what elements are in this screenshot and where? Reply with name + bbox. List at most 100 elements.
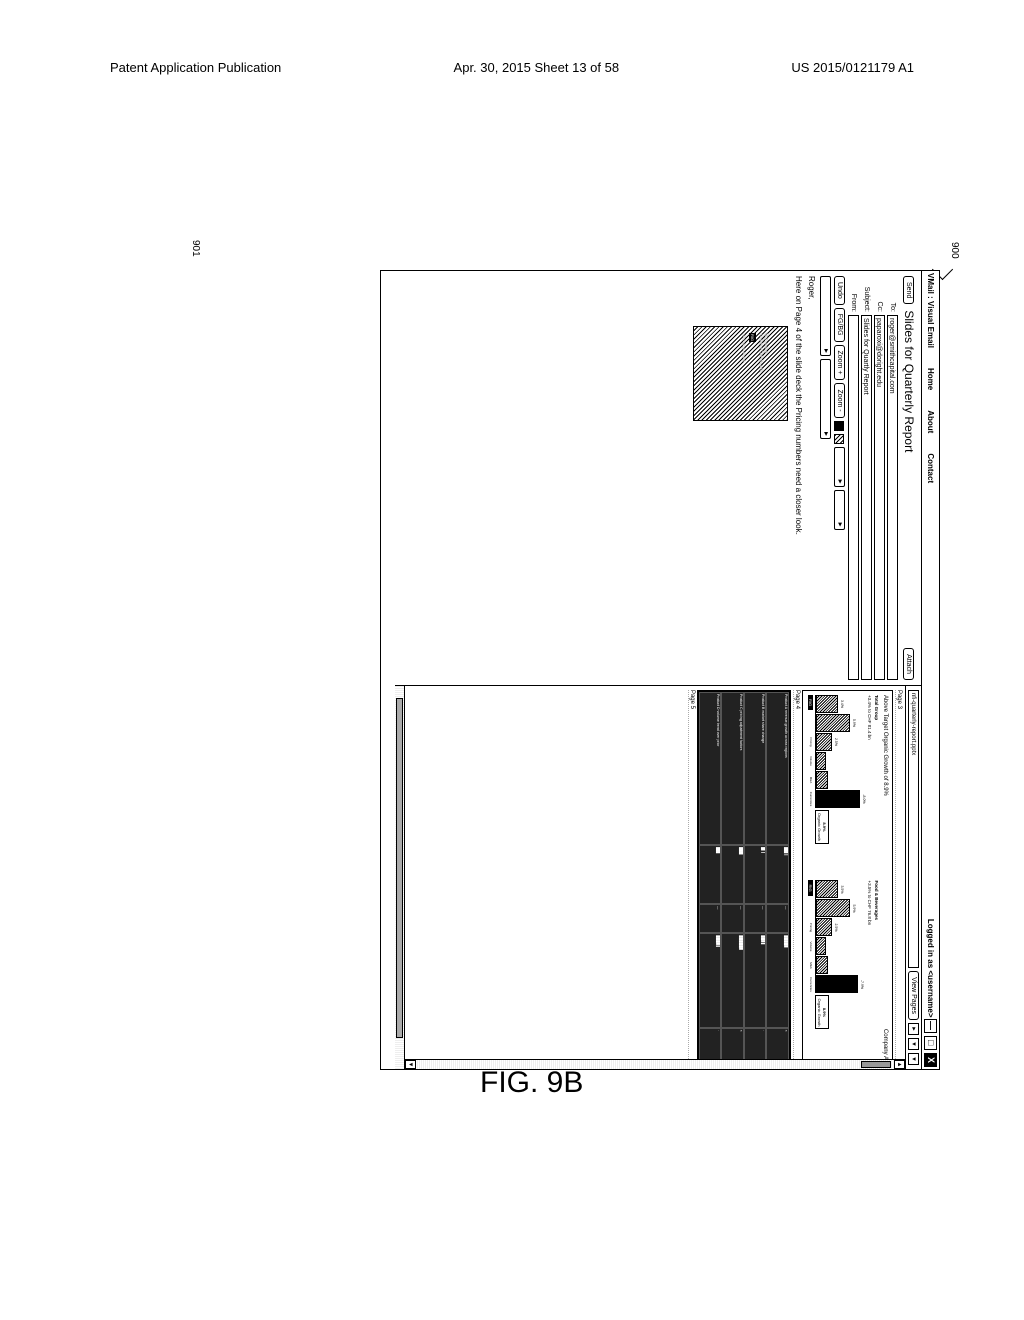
- table-cell: —: [767, 904, 790, 933]
- zoom-out-button[interactable]: Zoom -: [834, 383, 845, 417]
- table-cell: █████▊: [722, 933, 745, 1027]
- callout-901: 901: [190, 240, 201, 257]
- page-5-label: Page 5: [688, 690, 695, 1065]
- embedded-chart-snippet[interactable]: Total Group +3.4% to CHF 81.4 bn RIG 8.9…: [693, 326, 788, 421]
- waterfall-bar: 5.9%: [816, 714, 850, 732]
- table-cell: ██▊▌: [744, 933, 767, 1027]
- dropdown-2[interactable]: [834, 490, 845, 530]
- s3r-og-lbl: Organic Growth: [817, 998, 822, 1026]
- zoom-in-button[interactable]: Zoom +: [834, 345, 845, 381]
- table-cell: ██▌▎: [767, 845, 790, 904]
- waterfall-bar: -7.9%Currencies: [816, 975, 858, 993]
- close-icon[interactable]: X: [924, 1053, 937, 1067]
- bg-color-swatch[interactable]: [835, 434, 845, 444]
- table-cell: Product D volume trend over prior: [699, 692, 722, 845]
- figure-label: FIG. 9B: [480, 1066, 583, 1100]
- waterfall-bar: 5.9%: [816, 899, 850, 917]
- to-field[interactable]: roger@smithcapital.com: [887, 315, 898, 680]
- menu-home[interactable]: Home: [926, 368, 935, 390]
- slide4-table: Product A revenue growth across regions█…: [698, 691, 790, 1064]
- fg-color-swatch[interactable]: [835, 421, 845, 431]
- scroll-up-icon[interactable]: ▴: [894, 1060, 905, 1069]
- snip-title: Total Group: [764, 333, 769, 414]
- waterfall-bar: Volume: [816, 937, 826, 955]
- page-3-label: Page 3: [895, 690, 902, 1065]
- s3l-rig: RIG: [808, 695, 813, 710]
- table-cell: ×: [767, 1028, 790, 1063]
- waterfall-bar: -8.0%Currencies: [816, 790, 860, 808]
- maximize-icon[interactable]: □: [924, 1036, 937, 1050]
- table-cell: █▍▎: [744, 845, 767, 904]
- s3r-rig: RIG: [808, 880, 813, 895]
- slide3-left-col: Total Group +3.4% to CHF 81.4 bn 3.4%5.9…: [807, 695, 879, 875]
- table-cell: ·: [744, 1028, 767, 1063]
- compose-toolbar: Undo FG/BG Zoom + Zoom -: [834, 276, 845, 680]
- subject-field[interactable]: Slides for Quartly Report: [861, 315, 872, 680]
- table-cell: Product C pricing adjustment factors: [722, 692, 745, 845]
- header-left: Patent Application Publication: [110, 60, 281, 75]
- callout-900: 900: [949, 242, 960, 259]
- slide3-right-waterfall: 3.5%5.9%2.5%PricingVolumeM&A-7.9%Currenc…: [815, 880, 865, 993]
- horizontal-scrollbar[interactable]: [395, 686, 405, 1069]
- waterfall-bar: M&A: [816, 771, 828, 789]
- slide3-title: Above Target Organic Growth of 8.9%: [882, 695, 888, 796]
- snip-og: 8.9% Organic Growth: [742, 333, 746, 414]
- viewer-pane: nfi-quarterly-report.pptx View Pages ▸ ▾…: [395, 686, 921, 1069]
- s3l-og-lbl: Organic Growth: [817, 813, 822, 841]
- minimize-icon[interactable]: —: [924, 1019, 937, 1033]
- dropdown-icon[interactable]: ▾: [908, 1053, 919, 1065]
- from-field[interactable]: [848, 315, 859, 680]
- scroll-down-icon[interactable]: ▾: [405, 1060, 416, 1069]
- waterfall-bar: 2.5%Pricing: [816, 918, 832, 936]
- table-cell: ██▌: [699, 845, 722, 904]
- table-cell: Product A revenue growth across regions: [767, 692, 790, 845]
- body-line-1: Here on Page 4 of the slide deck the Pri…: [794, 276, 803, 680]
- snip-rig: RIG: [749, 333, 756, 342]
- table-cell: ███: [722, 845, 745, 904]
- table-cell: ×: [722, 1028, 745, 1063]
- menu-contact[interactable]: Contact: [926, 453, 935, 483]
- patent-header: Patent Application Publication Apr. 30, …: [110, 60, 914, 75]
- s3l-head: Total Group: [874, 695, 879, 720]
- attach-button[interactable]: Attach: [904, 648, 915, 680]
- s3r-head: Food & Beverages: [874, 880, 879, 920]
- fgbg-button[interactable]: FG/BG: [834, 308, 845, 342]
- header-center: Apr. 30, 2015 Sheet 13 of 58: [454, 60, 620, 75]
- prev-page-icon[interactable]: ▸: [908, 1023, 919, 1035]
- undo-button[interactable]: Undo: [834, 276, 845, 305]
- table-cell: —: [744, 904, 767, 933]
- slide3-right-col: Food & Beverages +3.5% to CHF 76.8 bn 3.…: [807, 880, 879, 1060]
- app-title: VMail : Visual Email: [926, 273, 935, 348]
- waterfall-bar: 2.5%Pricing: [816, 733, 832, 751]
- to-label: To:: [889, 276, 896, 312]
- dropdown-3[interactable]: [820, 276, 831, 356]
- dropdown-4[interactable]: [820, 359, 831, 439]
- table-cell: —: [722, 904, 745, 933]
- slide-4[interactable]: Product A revenue growth across regions█…: [697, 690, 791, 1065]
- cc-label: Cc:: [876, 276, 883, 312]
- cc-field[interactable]: paparoxi@doright.edu: [874, 315, 885, 680]
- titlebar: VMail : Visual Email Home About Contact …: [921, 271, 939, 1069]
- waterfall-bar: Volume: [816, 752, 826, 770]
- subject-label: Subject:: [863, 276, 870, 312]
- file-path[interactable]: nfi-quarterly-report.pptx: [908, 690, 919, 968]
- waterfall-bar: 3.4%: [816, 695, 838, 713]
- rotated-figure: 900 901 903 VMail : Visual Email Home Ab…: [140, 270, 940, 850]
- app-window: VMail : Visual Email Home About Contact …: [380, 270, 940, 1070]
- slide-3[interactable]: Above Target Organic Growth of 8.9% Comp…: [802, 690, 893, 1065]
- scroll-thumb-x[interactable]: [396, 698, 403, 1038]
- view-pages-button[interactable]: View Pages: [908, 971, 919, 1020]
- page-scroll-area[interactable]: Page 3 Above Target Organic Growth of 8.…: [405, 686, 905, 1069]
- compose-heading: Slides for Quarterly Report: [902, 310, 916, 452]
- next-page-icon[interactable]: ▾: [908, 1038, 919, 1050]
- header-right: US 2015/0121179 A1: [791, 60, 914, 75]
- s3l-og-pct: 8.9%: [822, 822, 827, 831]
- scroll-thumb-y[interactable]: [861, 1061, 891, 1068]
- dropdown-1[interactable]: [834, 447, 845, 487]
- salutation: Roger,: [807, 276, 816, 680]
- s3r-og-pct: 8.9%: [822, 1008, 827, 1017]
- table-cell: Product B market share change: [744, 692, 767, 845]
- menu-about[interactable]: About: [926, 410, 935, 433]
- table-cell: —: [699, 904, 722, 933]
- send-button[interactable]: Send: [904, 276, 915, 304]
